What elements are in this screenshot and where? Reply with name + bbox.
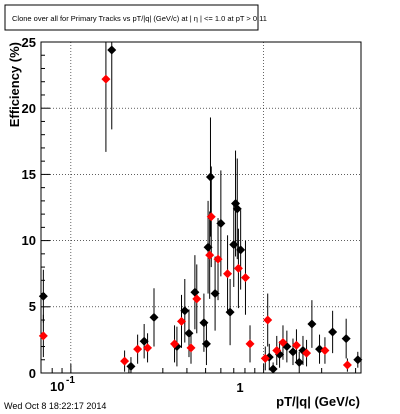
data-point: [143, 343, 153, 353]
data-point: [236, 245, 246, 255]
data-point: [199, 318, 209, 328]
x-axis-title: pT/|q| (GeV/c): [276, 394, 360, 409]
data-point: [328, 327, 338, 337]
data-point: [232, 204, 242, 214]
axis-ticks: [40, 41, 357, 374]
data-point: [245, 339, 255, 349]
title-box: [4, 4, 259, 31]
data-point: [278, 338, 288, 348]
data-point: [233, 263, 243, 273]
data-point: [216, 218, 226, 228]
data-point: [291, 340, 301, 350]
timestamp: Wed Oct 8 18:22:17 2014: [4, 401, 106, 411]
data-point: [268, 364, 278, 374]
data-point: [205, 172, 215, 182]
data-point: [170, 339, 180, 349]
y-tick-label-20: 20: [22, 101, 36, 116]
data-point: [307, 319, 317, 329]
data-point: [192, 294, 202, 304]
y-tick-label-10: 10: [22, 233, 36, 248]
data-point: [272, 345, 282, 355]
data-point: [210, 289, 220, 299]
data-point: [223, 269, 233, 279]
data-point: [190, 287, 200, 297]
data-point: [302, 348, 312, 358]
data-point: [353, 355, 363, 365]
y-tick-label-0: 0: [29, 366, 36, 381]
data-point: [186, 343, 196, 353]
data-point: [225, 307, 235, 317]
y-tick-label-25: 25: [22, 35, 36, 50]
x-tick-label-one: 1: [236, 380, 243, 395]
data-point: [38, 331, 48, 341]
data-point: [288, 347, 298, 357]
chart-title: Clone over all for Primary Tracks vs pT/…: [12, 14, 267, 23]
data-point: [184, 328, 194, 338]
data-point: [203, 242, 213, 252]
y-axis-title: Efficiency (%): [7, 42, 22, 127]
data-point: [260, 353, 270, 363]
data-point: [341, 334, 351, 344]
x-tick-label-exponent: -1: [66, 375, 75, 386]
x-tick-label-base: 10: [50, 379, 64, 394]
grid-lines: [41, 42, 361, 373]
data-markers: [38, 45, 363, 374]
data-point: [126, 361, 136, 371]
data-point: [133, 344, 143, 354]
data-point: [177, 316, 187, 326]
data-point: [38, 291, 48, 301]
data-point: [320, 345, 330, 355]
data-point: [139, 336, 149, 346]
data-point: [263, 315, 273, 325]
data-point: [229, 240, 239, 250]
data-point: [213, 254, 223, 264]
data-point: [107, 45, 117, 55]
data-point: [149, 312, 159, 322]
data-point: [201, 339, 211, 349]
data-point: [120, 356, 130, 366]
y-tick-label-5: 5: [29, 299, 36, 314]
data-point: [342, 360, 352, 370]
data-point: [101, 74, 111, 84]
plot-frame: [40, 41, 362, 374]
data-point: [240, 273, 250, 283]
data-point: [180, 306, 190, 316]
data-point: [206, 212, 216, 222]
data-point: [205, 250, 215, 260]
y-tick-label-15: 15: [22, 167, 36, 182]
data-point: [294, 357, 304, 367]
